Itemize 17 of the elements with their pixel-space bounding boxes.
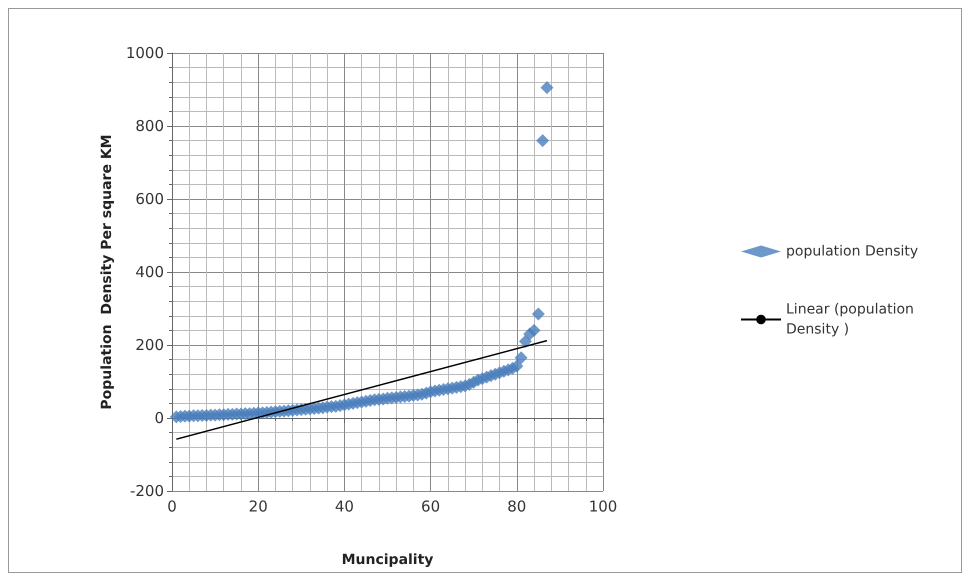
y-axis-title: Population Density Per square KM — [99, 134, 115, 410]
y-tick-label: 400 — [135, 263, 164, 281]
x-tick-label: 60 — [421, 498, 440, 516]
y-tick-label: 0 — [154, 409, 164, 427]
y-tick-label: -200 — [130, 482, 164, 500]
x-tick-label: 0 — [167, 498, 177, 516]
y-tick-label: 200 — [135, 336, 164, 354]
x-tick-label: 80 — [507, 498, 526, 516]
y-tick-label: 600 — [135, 190, 164, 208]
y-tick-label: 800 — [135, 117, 164, 135]
x-tick-label: 20 — [248, 498, 268, 516]
x-tick-label: 40 — [334, 498, 354, 516]
legend-label: population Density — [786, 244, 918, 260]
y-tick-label: 1000 — [126, 44, 164, 62]
x-tick-label: 100 — [588, 498, 618, 516]
x-axis-title: Muncipality — [342, 552, 434, 568]
legend-label: Linear (population Density ) — [786, 302, 918, 338]
